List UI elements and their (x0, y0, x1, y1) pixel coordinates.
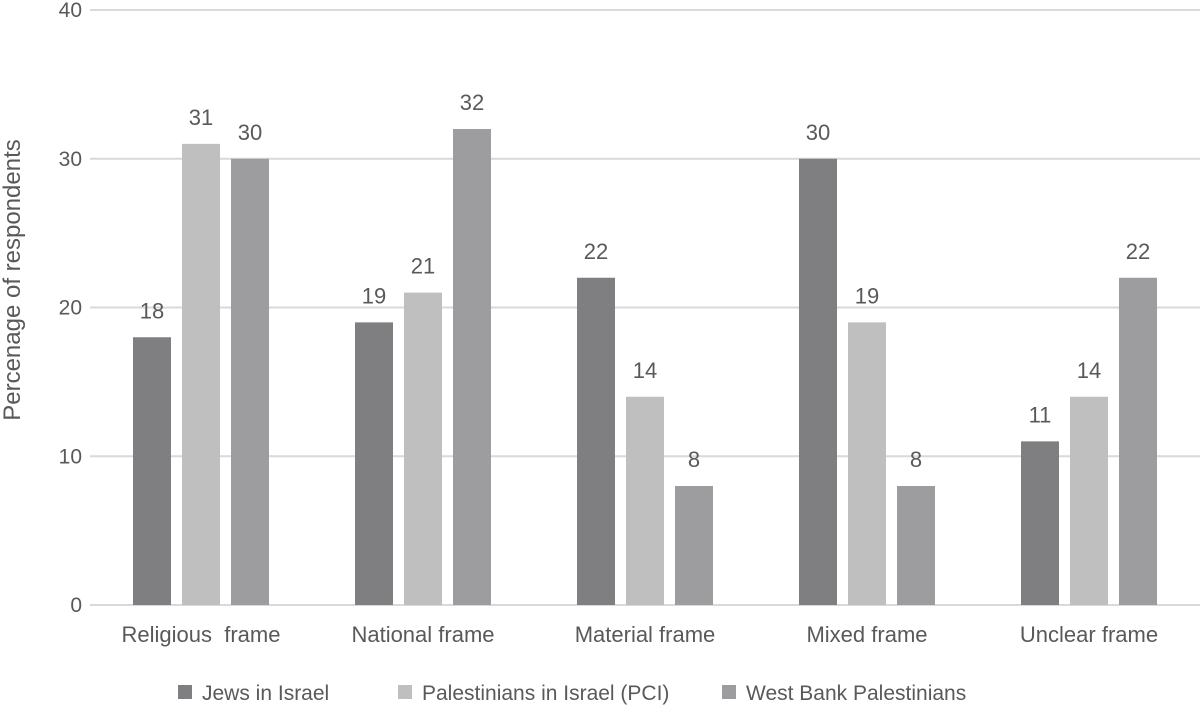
bar (453, 129, 491, 605)
data-label: 14 (633, 358, 657, 383)
legend-swatch (398, 685, 412, 699)
data-label: 8 (688, 447, 700, 472)
legend: Jews in Israel Palestinians in Israel (PC… (178, 682, 966, 705)
data-label: 19 (362, 283, 386, 308)
bar (1119, 277, 1157, 605)
bar (1070, 396, 1108, 605)
bar (626, 396, 664, 605)
legend-swatch (722, 685, 736, 699)
bar (1021, 441, 1059, 605)
bar (355, 322, 393, 605)
legend-label: West Bank Palestinians (746, 682, 966, 705)
x-category-label: Unclear frame (1020, 622, 1158, 647)
y-axis-ticks: 0 10 20 30 40 (59, 0, 82, 617)
bar (231, 158, 269, 605)
data-label: 8 (910, 447, 922, 472)
data-label: 30 (806, 120, 830, 145)
bar (848, 322, 886, 605)
bar (404, 292, 442, 605)
gridlines (90, 9, 1200, 606)
data-label: 18 (140, 298, 164, 323)
x-category-label: Mixed frame (806, 622, 927, 647)
bar (675, 486, 713, 605)
data-label: 14 (1077, 358, 1101, 383)
data-label: 30 (238, 120, 262, 145)
data-label: 31 (189, 105, 213, 130)
data-label: 22 (1126, 239, 1150, 264)
y-tick-label: 40 (59, 0, 82, 22)
data-labels: 18 31 30 19 21 32 22 14 8 30 19 8 11 14 22 (140, 90, 1150, 472)
y-tick-label: 0 (70, 594, 82, 617)
bar (182, 143, 220, 605)
y-axis-label: Percenage of respondents (0, 139, 26, 421)
legend-swatch (178, 685, 192, 699)
data-label: 32 (460, 90, 484, 115)
data-label: 19 (855, 283, 879, 308)
x-category-label: National frame (351, 622, 494, 647)
bar (577, 277, 615, 605)
y-tick-label: 10 (59, 445, 82, 468)
bar (133, 337, 171, 605)
bar (897, 486, 935, 605)
data-label: 22 (584, 239, 608, 264)
x-axis-categories: Religious frame National frame Material fr… (122, 622, 1159, 647)
data-label: 21 (411, 254, 435, 279)
data-label: 11 (1029, 402, 1052, 427)
legend-label: Palestinians in Israel (PCI) (422, 682, 669, 705)
x-category-label: Material frame (575, 622, 716, 647)
x-category-label: Religious frame (122, 622, 281, 647)
bar (799, 158, 837, 605)
legend-label: Jews in Israel (202, 682, 329, 705)
y-tick-label: 30 (59, 148, 82, 171)
y-tick-label: 20 (59, 297, 82, 320)
bars (133, 129, 1157, 605)
